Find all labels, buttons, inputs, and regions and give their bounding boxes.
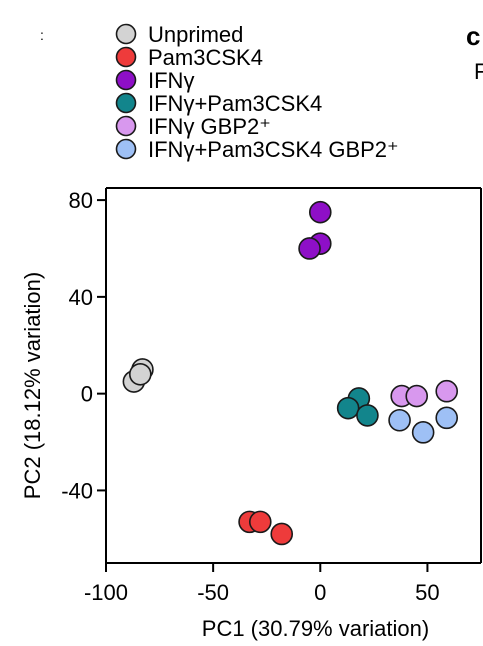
data-point bbox=[411, 421, 435, 444]
y-tick-label: 80 bbox=[69, 188, 93, 213]
data-point bbox=[435, 406, 459, 430]
y-axis-label: PC2 (18.12% variation) bbox=[20, 272, 45, 499]
y-tick-label: 0 bbox=[81, 382, 93, 407]
data-point bbox=[308, 200, 332, 224]
data-point bbox=[248, 510, 272, 534]
legend-entry: IFNγ GBP2⁺ bbox=[148, 114, 271, 139]
x-axis-label: PC1 (30.79% variation) bbox=[202, 616, 429, 641]
edge-mark: : bbox=[40, 27, 44, 43]
legend-marker bbox=[115, 115, 137, 137]
data-point bbox=[356, 404, 379, 427]
x-tick-label: -100 bbox=[84, 580, 128, 605]
data-point bbox=[405, 384, 429, 408]
y-tick-label: 40 bbox=[69, 285, 93, 310]
x-tick-label: 50 bbox=[415, 580, 439, 605]
data-point bbox=[298, 237, 321, 260]
data-point bbox=[336, 396, 360, 420]
edge-fragment-right: F bbox=[474, 59, 483, 84]
legend-marker bbox=[115, 46, 137, 68]
plot-area: 80 40 0 -40 -100 -50 0 50 bbox=[61, 187, 482, 605]
data-point bbox=[128, 362, 152, 386]
data-point bbox=[270, 522, 294, 546]
panel-letter: c bbox=[466, 21, 480, 51]
legend-marker bbox=[115, 69, 137, 91]
legend-marker bbox=[115, 138, 137, 160]
legend-entry: IFNγ bbox=[148, 68, 194, 93]
legend-marker bbox=[115, 23, 137, 45]
y-tick-label: -40 bbox=[61, 478, 93, 503]
legend-entry: Pam3CSK4 bbox=[148, 45, 263, 70]
data-point bbox=[435, 379, 459, 403]
legend-marker bbox=[115, 92, 137, 114]
x-tick-label: -50 bbox=[197, 580, 229, 605]
legend-entry: IFNγ+Pam3CSK4 GBP2⁺ bbox=[148, 137, 399, 162]
x-tick-label: 0 bbox=[314, 580, 326, 605]
legend-entry: Unprimed bbox=[148, 22, 243, 47]
legend-entry: IFNγ+Pam3CSK4 bbox=[148, 91, 322, 116]
data-point bbox=[388, 408, 411, 432]
